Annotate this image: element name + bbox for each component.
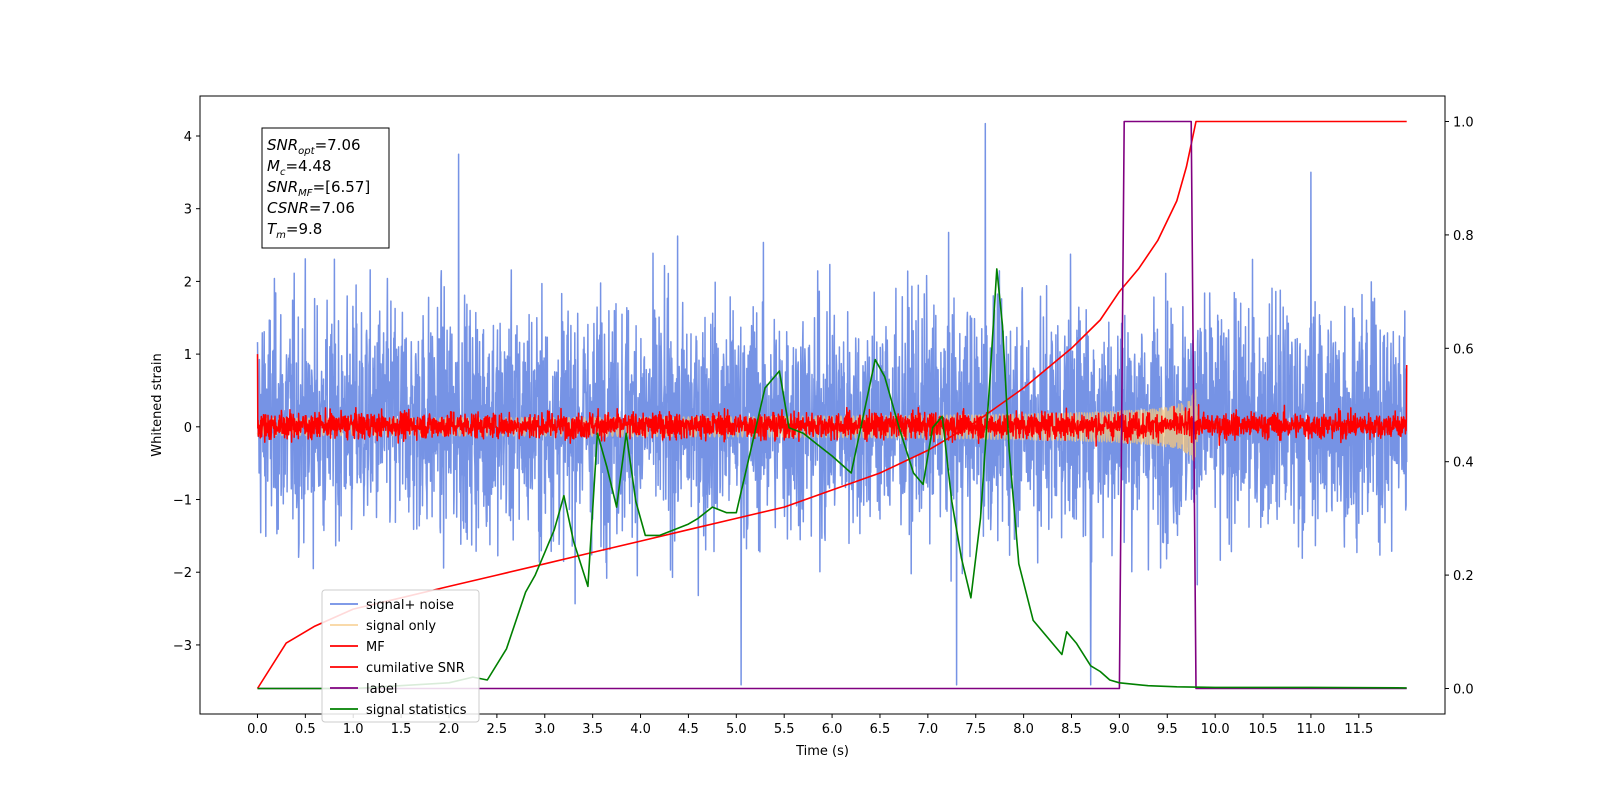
annotation-line: CSNR=7.06 bbox=[267, 199, 355, 217]
legend-label: MF bbox=[366, 640, 385, 655]
x-tick-label: 2.5 bbox=[487, 722, 508, 737]
x-tick-label: 0.5 bbox=[295, 722, 316, 737]
x-tick-label: 9.5 bbox=[1157, 722, 1178, 737]
x-tick-label: 1.0 bbox=[343, 722, 364, 737]
y-left-tick-label: 0 bbox=[184, 421, 192, 436]
x-tick-label: 7.5 bbox=[965, 722, 986, 737]
x-tick-label: 2.0 bbox=[439, 722, 460, 737]
legend-label: label bbox=[366, 682, 397, 697]
x-tick-label: 5.5 bbox=[774, 722, 795, 737]
legend-label: signal only bbox=[366, 619, 436, 634]
legend-label: cumilative SNR bbox=[366, 661, 465, 676]
x-axis-label: Time (s) bbox=[795, 744, 849, 759]
x-tick-label: 10.0 bbox=[1201, 722, 1230, 737]
y-left-tick-label: −3 bbox=[173, 639, 192, 654]
y-right-tick-label: 0.0 bbox=[1453, 682, 1474, 697]
y-right-tick-label: 1.0 bbox=[1453, 116, 1474, 131]
x-tick-label: 5.0 bbox=[726, 722, 747, 737]
axes-layer: 0.0 0.5 1.0 1.5 2.0 2.5 3.0 3.5 4.0 4.5 5.0 5.5 6.0 6… bbox=[173, 116, 1474, 737]
annotation-line: SNRMF=[6.57] bbox=[267, 178, 370, 199]
y-left-tick-label: 1 bbox=[184, 348, 192, 363]
annotation-line: SNRopt=7.06 bbox=[267, 136, 361, 157]
x-tick-label: 6.5 bbox=[870, 722, 891, 737]
x-tick-label: 11.0 bbox=[1296, 722, 1325, 737]
x-tick-label: 11.5 bbox=[1344, 722, 1373, 737]
x-tick-label: 1.5 bbox=[391, 722, 412, 737]
x-tick-label: 7.0 bbox=[918, 722, 939, 737]
y-left-tick-label: 4 bbox=[184, 130, 192, 145]
y-left-tick-label: −2 bbox=[173, 566, 192, 581]
y-right-tick-label: 0.8 bbox=[1453, 229, 1474, 244]
legend-label: signal+ noise bbox=[366, 598, 454, 613]
series-line-signal-statistics bbox=[257, 268, 1407, 690]
y-left-tick-label: 2 bbox=[184, 275, 192, 290]
y-right-tick-label: 0.4 bbox=[1453, 456, 1474, 471]
x-tick-label: 4.5 bbox=[678, 722, 699, 737]
y-right-tick-label: 0.6 bbox=[1453, 342, 1474, 357]
y-left-tick-label: −1 bbox=[173, 494, 192, 509]
plot-frame bbox=[199, 95, 1446, 715]
x-tick-label: 3.0 bbox=[534, 722, 555, 737]
y-right-tick-label: 0.2 bbox=[1453, 569, 1474, 584]
x-tick-label: 9.0 bbox=[1109, 722, 1130, 737]
series-line-mf bbox=[256, 354, 1408, 447]
annotation-line: Mc=4.48 bbox=[267, 157, 331, 178]
x-tick-label: 6.0 bbox=[822, 722, 843, 737]
x-tick-label: 3.5 bbox=[582, 722, 603, 737]
y-left-tick-label: 3 bbox=[184, 203, 192, 218]
series-line-label bbox=[257, 120, 1407, 690]
y-axis-label-left: Whitened strain bbox=[150, 353, 165, 456]
x-tick-label: 0.0 bbox=[247, 722, 268, 737]
series-line-signal-noise bbox=[256, 122, 1408, 686]
x-tick-label: 10.5 bbox=[1249, 722, 1278, 737]
legend-label: signal statistics bbox=[366, 703, 467, 718]
x-tick-label: 8.0 bbox=[1013, 722, 1034, 737]
x-tick-label: 8.5 bbox=[1061, 722, 1082, 737]
legend: signal+ noise signal only MF cumilative SNR… bbox=[321, 589, 480, 723]
legend-frame bbox=[321, 589, 480, 723]
annotation-frame bbox=[261, 127, 390, 249]
annotation-line: Tm=9.8 bbox=[267, 220, 322, 241]
x-tick-label: 4.0 bbox=[630, 722, 651, 737]
